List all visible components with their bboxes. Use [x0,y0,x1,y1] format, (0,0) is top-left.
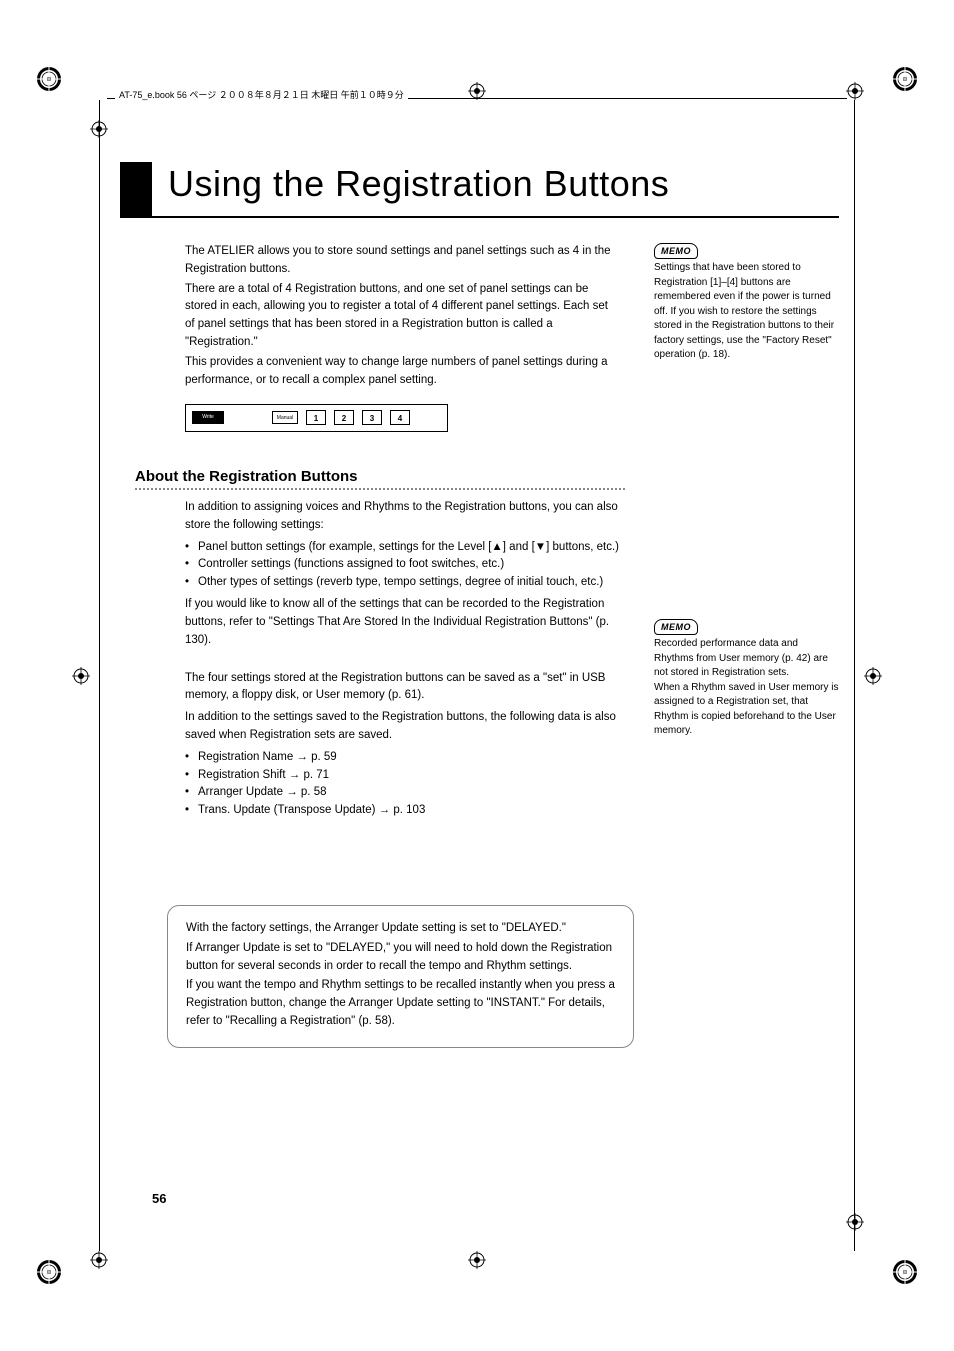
section-title: About the Registration Buttons [135,468,357,485]
bullet1-2: Other types of settings (reverb type, te… [198,574,620,592]
reg-mark-inner-br [846,1213,864,1231]
memo-label: MEMO [654,243,698,259]
intro-p2: There are a total of 4 Registration butt… [185,281,620,352]
panel-btn-1: 1 [306,410,326,425]
memo2-p1: Recorded performance data and Rhythms fr… [654,637,839,681]
reg-mark-inner-bl [90,1251,108,1269]
box-p2: If Arranger Update is set to "DELAYED," … [186,940,615,976]
memo-note-2: MEMO Recorded performance data and Rhyth… [654,619,839,739]
title-black-box [120,162,152,216]
intro-body: The ATELIER allows you to store sound se… [185,243,620,432]
section-body: In addition to assigning voices and Rhyt… [185,499,620,820]
registration-panel-diagram: Write Manual 1 2 3 4 [185,404,448,432]
crop-mark-br [891,1258,919,1286]
box-p3: If you want the tempo and Rhythm setting… [186,977,615,1030]
crop-mark-bl [35,1258,63,1286]
section-p3: The four settings stored at the Registra… [185,670,620,706]
bullet2-0: Registration Name → p. 59 [198,749,620,767]
registration-mark-left [72,667,90,685]
section-p2: If you would like to know all of the set… [185,596,620,649]
reg-mark-inner-tr [846,82,864,100]
section-dotted-line [135,488,625,490]
content-area: Using the Registration Buttons The ATELI… [120,145,839,1206]
panel-btn-4: 4 [390,410,410,425]
reg-mark-inner-tl [90,120,108,138]
crop-mark-tl [35,65,63,93]
crop-line-left [99,100,100,1251]
intro-p1: The ATELIER allows you to store sound se… [185,243,620,279]
registration-mark-bottom [468,1251,486,1269]
bullet1-1: Controller settings (functions assigned … [198,556,620,574]
bullet1-0: Panel button settings (for example, sett… [198,539,620,557]
memo-label: MEMO [654,619,698,635]
header-text: AT-75_e.book 56 ページ ２００８年８月２１日 木曜日 午前１０時… [115,88,408,101]
intro-p3: This provides a convenient way to change… [185,354,620,390]
panel-write-btn: Write [192,411,224,424]
bullet2-1: Registration Shift → p. 71 [198,767,620,785]
panel-btn-2: 2 [334,410,354,425]
crop-mark-tr [891,65,919,93]
page-number: 56 [152,1191,166,1206]
bullet2-2: Arranger Update → p. 58 [198,784,620,802]
box-p1: With the factory settings, the Arranger … [186,920,615,938]
bullet2-3: Trans. Update (Transpose Update) → p. 10… [198,802,620,820]
memo-note-1: MEMO Settings that have been stored to R… [654,243,839,363]
bullet-list-1: Panel button settings (for example, sett… [185,539,620,592]
section-p1: In addition to assigning voices and Rhyt… [185,499,620,535]
memo2-p2: When a Rhythm saved in User memory is as… [654,681,839,739]
title-underline [120,216,839,218]
note-box: With the factory settings, the Arranger … [167,905,634,1048]
bullet-list-2: Registration Name → p. 59 Registration S… [185,749,620,820]
panel-btn-3: 3 [362,410,382,425]
panel-manual-btn: Manual [272,411,298,424]
memo1-text: Settings that have been stored to Regist… [654,261,839,363]
registration-mark-right [864,667,882,685]
section-p4: In addition to the settings saved to the… [185,709,620,745]
main-title: Using the Registration Buttons [168,163,669,205]
crop-line-right [854,100,855,1251]
